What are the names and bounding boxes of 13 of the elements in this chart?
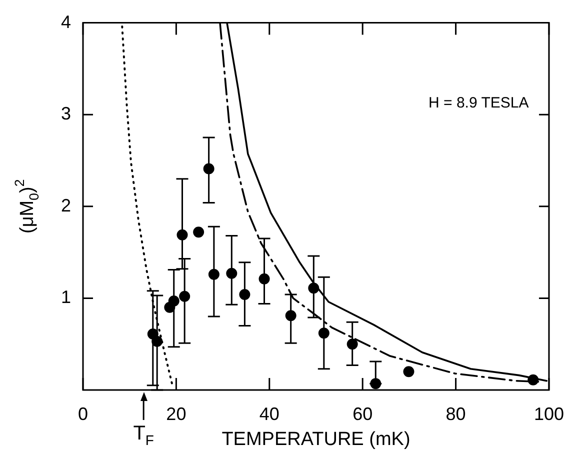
x-tick-label: 40: [259, 404, 280, 424]
y-tick-label: 1: [60, 287, 71, 308]
x-tick-label: 100: [534, 404, 564, 424]
x-tick-label: 60: [352, 404, 373, 424]
x-tick-label: 0: [78, 404, 88, 424]
y-tick-label: 2: [60, 195, 71, 216]
y-tick-label: 4: [60, 12, 71, 32]
x-tick-label: 80: [446, 404, 466, 424]
y-tick-label: 3: [60, 104, 71, 124]
annotation: H = 8.9 TESLA: [428, 94, 529, 112]
x-tick-label: 20: [166, 404, 186, 424]
y-axis-title: (μM0)2: [12, 179, 42, 234]
x-axis-title: TEMPERATURE (mK): [222, 429, 410, 450]
